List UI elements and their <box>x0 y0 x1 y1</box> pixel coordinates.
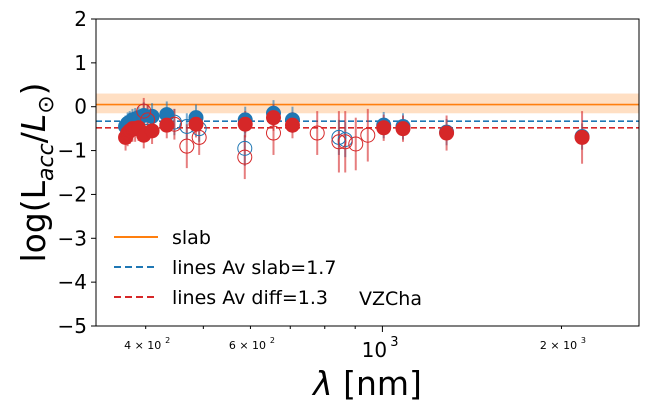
red-filled-point <box>395 121 411 137</box>
y-tick-label: −3 <box>58 226 87 250</box>
x-axis-label: λ [nm] <box>311 364 422 403</box>
y-tick-label: 1 <box>74 51 87 75</box>
x-tick-label-exponent: 3 <box>390 335 398 350</box>
plot-frame <box>95 18 640 327</box>
y-tick-label: 0 <box>74 95 87 119</box>
red-filled-point <box>159 117 175 133</box>
ticks-layer: 210−1−2−3−4−510 34 × 10 2 6 × 10 2 2 × 10 3 <box>58 7 587 362</box>
red-filled-point <box>574 129 590 145</box>
y-tick-label: −1 <box>58 139 87 163</box>
legend-entry-label: lines Av slab=1.7 <box>172 257 336 279</box>
red-open-point <box>309 125 325 141</box>
y-tick-label: −2 <box>58 182 87 206</box>
x-minor-tick-label: 4 × 10 <box>124 339 161 352</box>
y-tick-label: −5 <box>58 314 87 338</box>
red-filled-point <box>188 116 204 132</box>
red-open-point <box>337 134 353 150</box>
red-filled-point <box>237 116 253 132</box>
x-minor-tick-label: 2 × 10 <box>540 339 577 352</box>
red-open-point <box>179 138 195 154</box>
x-tick-label: 10 <box>362 338 387 362</box>
x-minor-tick-label: 6 × 10 <box>229 339 266 352</box>
x-minor-tick-label-exponent: 3 <box>581 336 586 345</box>
blue-open-point <box>237 140 253 156</box>
legend: slab lines Av slab=1.7 lines Av diff=1.3 <box>114 227 336 309</box>
red-open-point <box>348 136 364 152</box>
slab-uncertainty-band <box>96 93 639 114</box>
red-open-point <box>136 103 152 119</box>
legend-entry-label: lines Av diff=1.3 <box>172 287 328 309</box>
x-minor-tick-label-exponent: 2 <box>165 336 170 345</box>
red-open-point <box>331 134 347 150</box>
red-filled-point <box>144 123 160 139</box>
red-filled-point <box>376 120 392 136</box>
red-open-point <box>237 149 253 165</box>
red-filled-point <box>439 125 455 141</box>
x-minor-tick-label-exponent: 2 <box>270 336 275 345</box>
red-filled-point <box>284 117 300 133</box>
red-open-point <box>360 127 376 143</box>
y-tick-label: −4 <box>58 270 87 294</box>
y-tick-label: 2 <box>74 7 87 31</box>
legend-entry-label: slab <box>172 227 211 249</box>
red-open-point <box>265 125 281 141</box>
red-filled-point <box>265 110 281 126</box>
blue-filled-point <box>144 108 160 124</box>
y-axis-label: log(Lacc/L⊙) <box>14 82 59 262</box>
slab-band-layer <box>96 93 639 114</box>
data-points-layer <box>118 103 590 165</box>
annotation-label: VZCha <box>359 288 422 310</box>
